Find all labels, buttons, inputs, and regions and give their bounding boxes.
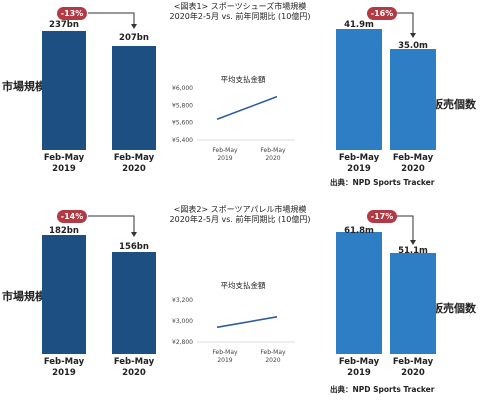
x-tick-2019-year: 2019	[217, 155, 232, 162]
y-tick-label: ¥5,600	[172, 120, 193, 127]
line-chart-title: 平均支払金額	[221, 74, 266, 84]
line-series	[216, 95, 278, 120]
bar-2020	[112, 45, 156, 150]
y-tick-label: ¥3,200	[172, 297, 193, 304]
x-tick-2019-year: 2019	[217, 357, 232, 364]
section2-left-side-label: 市場規模	[2, 290, 46, 303]
change-badge: -17%	[367, 210, 397, 223]
line-chart-title: 平均支払金額	[221, 280, 266, 290]
section2-right-side-label: 販売個数	[432, 302, 476, 315]
x-tick-2019: Feb-May	[212, 349, 238, 356]
category-label-2019: Feb-May 2019	[338, 153, 380, 174]
change-badge: -16%	[367, 7, 397, 20]
section1-subtitle: 2020年2-5月 vs. 前年同期比 (10億円)	[169, 12, 311, 21]
line-series	[216, 316, 278, 329]
change-badge: -13%	[57, 7, 87, 20]
section1-left-side-label: 市場規模	[2, 80, 46, 93]
category-label-2020: Feb-May 2020	[392, 153, 434, 174]
section2-source: 出典：NPD Sports Tracker	[330, 385, 435, 394]
section1-source: 出典：NPD Sports Tracker	[330, 178, 435, 187]
category-label-2019: Feb-May 2019	[338, 357, 380, 378]
section1-header: <図表1> スポーツシューズ市場規模 2020年2-5月 vs. 前年同期比 (…	[140, 2, 340, 22]
value-label-2020: 35.0m	[398, 41, 428, 51]
x-tick-2020-year: 2020	[265, 155, 280, 162]
bar-2019	[42, 30, 86, 150]
value-label-2020: 156bn	[119, 242, 149, 252]
change-badge: -14%	[57, 210, 87, 223]
x-tick-2020: Feb-May	[260, 147, 286, 154]
bar-2020	[390, 253, 436, 354]
y-tick-label: ¥3,000	[172, 318, 193, 325]
bar-2020	[390, 48, 436, 150]
category-label-2020: Feb-May 2020	[392, 357, 434, 378]
chart-shoes-avg-price: 平均支払金額 ¥6,000¥5,800¥5,600¥5,400 Feb-May …	[172, 74, 295, 162]
section1-title: <図表1> スポーツシューズ市場規模	[173, 2, 307, 11]
category-label-2020: Feb-May 2020	[113, 153, 155, 174]
section2-title: <図表2> スポーツアパレル市場規模	[173, 205, 307, 214]
bar-2020	[112, 251, 156, 354]
value-label-2020: 51.1m	[398, 246, 428, 256]
x-tick-2020: Feb-May	[260, 349, 286, 356]
value-label-2019: 61.8m	[344, 226, 374, 236]
y-tick-label: ¥5,800	[172, 102, 193, 109]
category-label-2019: Feb-May 2019	[43, 153, 85, 174]
section1-right-side-label: 販売個数	[432, 98, 476, 111]
section2-subtitle: 2020年2-5月 vs. 前年同期比 (10億円)	[169, 215, 311, 224]
y-tick-label: ¥2,800	[172, 339, 193, 346]
category-label-2019: Feb-May 2019	[43, 357, 85, 378]
value-label-2019: 41.9m	[344, 20, 374, 30]
x-tick-2019: Feb-May	[212, 147, 238, 154]
y-tick-label: ¥5,400	[172, 137, 193, 144]
chart-apparel-avg-price: 平均支払金額 ¥3,200 ¥3,000 ¥2,800 Feb-May 2019 F…	[172, 280, 295, 364]
value-label-2019: 237bn	[49, 20, 79, 30]
bar-2019	[336, 29, 382, 150]
section2-header: <図表2> スポーツアパレル市場規模 2020年2-5月 vs. 前年同期比 (…	[140, 205, 340, 225]
y-tick-label: ¥6,000	[172, 85, 193, 92]
x-tick-2020-year: 2020	[265, 357, 280, 364]
bar-2019	[42, 234, 86, 354]
category-label-2020: Feb-May 2020	[113, 357, 155, 378]
value-label-2019: 182bn	[49, 226, 79, 236]
bar-2019	[336, 232, 382, 354]
value-label-2020: 207bn	[119, 33, 149, 43]
